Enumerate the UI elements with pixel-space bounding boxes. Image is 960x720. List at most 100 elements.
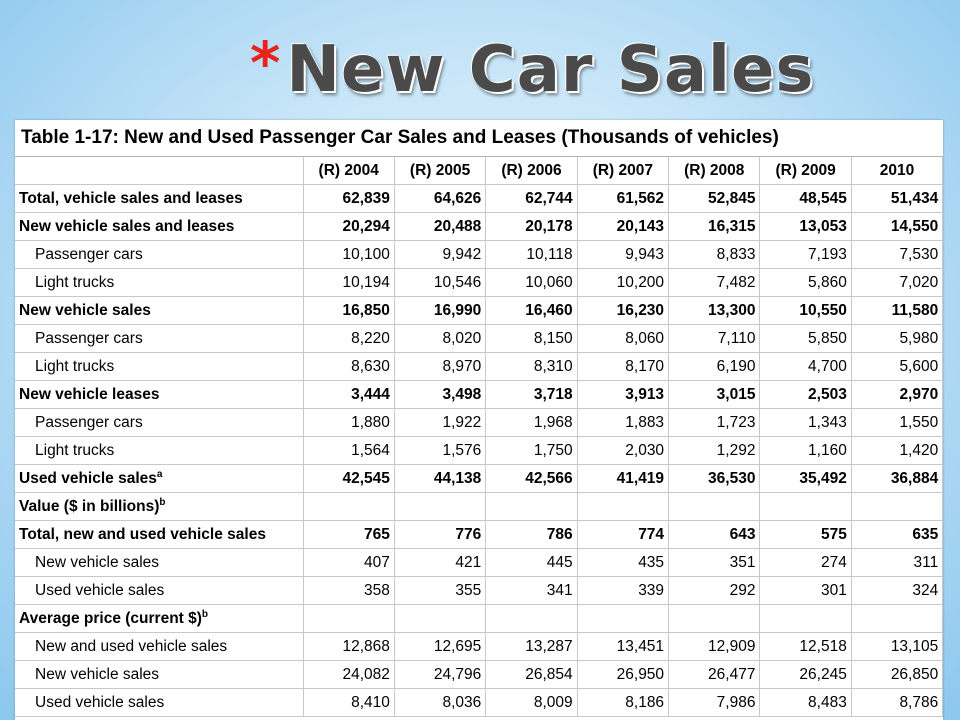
value-cell: 1,723: [668, 408, 761, 437]
value-cell: 13,300: [668, 296, 761, 325]
value-cell: 776: [394, 520, 487, 549]
value-cell: 274: [759, 548, 852, 577]
value-cell: 3,015: [668, 380, 761, 409]
value-cell: 3,498: [394, 380, 487, 409]
value-cell: 341: [485, 576, 578, 605]
value-cell: 61,562: [577, 184, 670, 213]
year-header: (R) 2007: [577, 157, 670, 185]
value-cell: 311: [851, 548, 943, 577]
table-row: Light trucks 8,630 8,970 8,310 8,170 6,190 4,7…: [15, 352, 943, 381]
value-cell: 1,564: [303, 436, 395, 465]
value-cell: 1,883: [577, 408, 670, 437]
year-header: (R) 2006: [485, 157, 578, 185]
table-row: Passenger cars 8,220 8,020 8,150 8,060 7,110 5…: [15, 324, 943, 353]
value-cell: 7,986: [668, 688, 761, 717]
value-cell: 8,410: [303, 688, 395, 717]
value-cell: 8,833: [668, 240, 761, 269]
value-cell: 786: [485, 520, 578, 549]
table-row: New vehicle sales 16,850 16,990 16,460 16,23…: [15, 296, 943, 325]
value-cell: 12,868: [303, 632, 395, 661]
table-row: Total, new and used vehicle sales 765 776 7…: [15, 520, 943, 549]
table-row: New vehicle sales 24,082 24,796 26,854 26,95…: [15, 660, 943, 689]
footnote-marker: a: [156, 468, 163, 480]
value-cell: 7,482: [668, 268, 761, 297]
footnote-marker: b: [159, 496, 166, 508]
value-cell: 62,839: [303, 184, 395, 213]
value-cell: 8,970: [394, 352, 487, 381]
value-cell: 36,530: [668, 464, 761, 493]
table-row: Passenger cars 10,100 9,942 10,118 9,943 8,83…: [15, 240, 943, 269]
value-cell: 26,245: [759, 660, 852, 689]
value-cell: 11,580: [851, 296, 943, 325]
row-label-cell: Passenger cars: [15, 408, 304, 437]
row-label-cell: Average price (current $)b: [15, 604, 304, 633]
table-caption: Table 1-17: New and Used Passenger Car S…: [15, 120, 943, 157]
value-cell: 2,503: [759, 380, 852, 409]
value-cell: 8,310: [485, 352, 578, 381]
value-cell: 13,287: [485, 632, 578, 661]
value-cell: 8,786: [851, 688, 943, 717]
value-cell: 26,854: [485, 660, 578, 689]
value-cell: 8,483: [759, 688, 852, 717]
value-cell: 1,550: [851, 408, 943, 437]
value-cell: 575: [759, 520, 852, 549]
value-cell: 16,460: [485, 296, 578, 325]
row-label-cell: New and used vehicle sales: [15, 632, 304, 661]
value-cell: 8,170: [577, 352, 670, 381]
row-label: New vehicle sales: [35, 553, 160, 571]
row-label-cell: Passenger cars: [15, 324, 304, 353]
value-cell: 12,909: [668, 632, 761, 661]
value-cell: [303, 604, 395, 633]
value-cell: 44,138: [394, 464, 487, 493]
row-label: Used vehicle sales: [19, 469, 157, 487]
value-cell: 14,550: [851, 212, 943, 241]
value-cell: 1,343: [759, 408, 852, 437]
value-cell: 12,518: [759, 632, 852, 661]
value-cell: 20,143: [577, 212, 670, 241]
row-label-cell: New vehicle sales and leases: [15, 212, 304, 241]
header-row: (R) 2004 (R) 2005 (R) 2006 (R) 2007 (R) 2008…: [15, 157, 943, 185]
value-cell: 8,036: [394, 688, 487, 717]
value-cell: 8,186: [577, 688, 670, 717]
value-cell: 8,020: [394, 324, 487, 353]
table-row: Light trucks 10,194 10,546 10,060 10,200 7,48…: [15, 268, 943, 297]
value-cell: 16,315: [668, 212, 761, 241]
table-row: New vehicle sales 407 421 445 435 351 274 311: [15, 548, 943, 577]
row-label: Passenger cars: [35, 329, 143, 347]
year-header: 2010: [851, 157, 943, 185]
value-cell: 3,718: [485, 380, 578, 409]
value-cell: 16,230: [577, 296, 670, 325]
row-label-cell: Passenger cars: [15, 240, 304, 269]
value-cell: 301: [759, 576, 852, 605]
row-label-cell: Total, new and used vehicle sales: [15, 520, 304, 549]
row-label: Total, new and used vehicle sales: [19, 525, 266, 543]
value-cell: 10,550: [759, 296, 852, 325]
title-text: New Car Sales: [286, 33, 815, 107]
value-cell: [851, 492, 943, 521]
value-cell: 8,060: [577, 324, 670, 353]
value-cell: 24,796: [394, 660, 487, 689]
value-cell: 10,060: [485, 268, 578, 297]
row-label: Light trucks: [35, 273, 115, 291]
value-cell: [485, 604, 578, 633]
year-header: (R) 2009: [759, 157, 852, 185]
value-cell: 1,160: [759, 436, 852, 465]
row-label-cell: New vehicle sales: [15, 296, 304, 325]
sales-table: (R) 2004 (R) 2005 (R) 2006 (R) 2007 (R) 2008…: [15, 157, 943, 717]
value-cell: 7,193: [759, 240, 852, 269]
year-header: (R) 2008: [668, 157, 761, 185]
value-cell: 4,700: [759, 352, 852, 381]
value-cell: 5,600: [851, 352, 943, 381]
value-cell: 16,990: [394, 296, 487, 325]
value-cell: [577, 604, 670, 633]
footnote-marker: b: [201, 608, 209, 620]
value-cell: [577, 492, 670, 521]
value-cell: 3,444: [303, 380, 395, 409]
row-label: Light trucks: [35, 441, 115, 459]
slide-title: * New Car Sales: [250, 33, 815, 118]
row-label: Used vehicle sales: [35, 693, 165, 711]
value-cell: 36,884: [851, 464, 943, 493]
value-cell: 5,860: [759, 268, 852, 297]
value-cell: [303, 492, 395, 521]
value-cell: 1,292: [668, 436, 761, 465]
